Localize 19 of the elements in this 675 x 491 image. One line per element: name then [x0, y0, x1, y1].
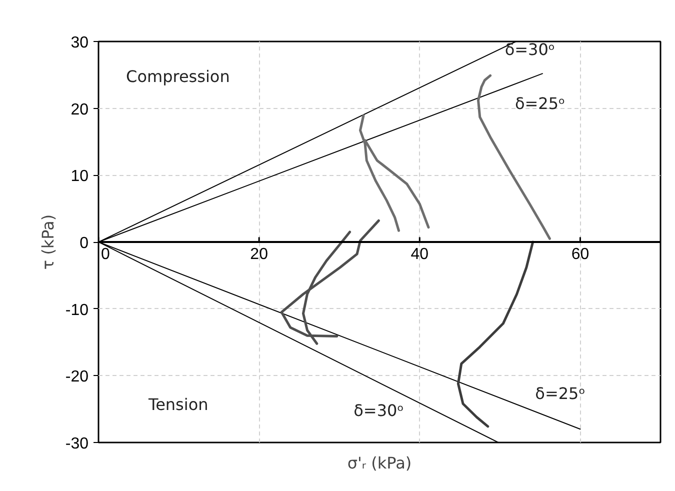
y-tick-label: -10 — [65, 302, 89, 319]
y-tick-label: -30 — [65, 436, 89, 452]
y-tick-label: 10 — [70, 168, 89, 186]
annotation: δ=30ᵒ — [354, 400, 404, 420]
y-tick-label: -20 — [65, 368, 89, 386]
x-tick-label: 40 — [410, 246, 429, 263]
x-axis-title: σ'ᵣ (kPa) — [347, 454, 412, 472]
x-tick-label: 60 — [571, 246, 590, 263]
annotation: δ=30ᵒ — [504, 40, 555, 60]
x-tick-label: 20 — [250, 246, 268, 263]
y-axis-title: τ (kPa) — [38, 214, 58, 270]
annotation: Tension — [148, 394, 208, 414]
x-tick-label: 0 — [101, 246, 110, 263]
y-tick-label: 30 — [70, 34, 89, 52]
annotation: δ=25ᵒ — [535, 384, 586, 404]
y-tick-label: 20 — [70, 101, 89, 118]
annotation: δ=25ᵒ — [514, 94, 566, 114]
y-tick-label: 0 — [80, 235, 89, 252]
annotation: Compression — [126, 66, 230, 86]
